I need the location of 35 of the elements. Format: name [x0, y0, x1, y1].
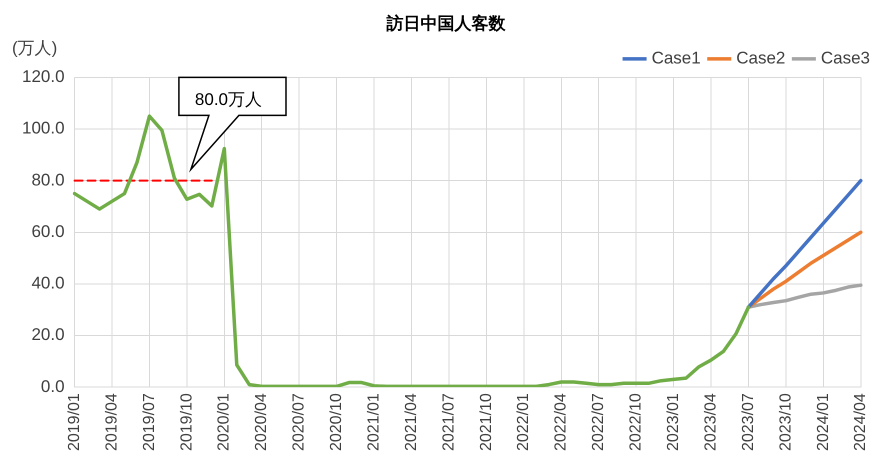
x-tick-label: 2024/04	[852, 393, 870, 452]
x-tick-label: 2019/07	[140, 393, 158, 452]
legend-label: Case3	[820, 48, 870, 68]
y-tick-label: 20.0	[31, 325, 65, 344]
x-tick-label: 2020/07	[290, 393, 308, 452]
x-tick-label: 2022/01	[515, 393, 532, 452]
x-tick-label: 2023/10	[777, 393, 794, 452]
x-tick-label: 2020/04	[253, 393, 270, 452]
x-tick-label: 2022/04	[552, 393, 570, 452]
x-tick-label: 2020/10	[328, 393, 346, 452]
x-tick-label: 2021/01	[365, 393, 382, 452]
x-tick-label: 2019/01	[66, 393, 83, 452]
x-tick-label: 2022/07	[590, 393, 608, 452]
y-tick-label: 40.0	[31, 274, 65, 293]
y-tick-label: 100.0	[22, 118, 65, 138]
y-tick-label: 0.0	[40, 376, 65, 396]
x-tick-label: 2022/10	[628, 393, 645, 452]
x-tick-label: 2021/07	[440, 393, 458, 452]
x-tick-label: 2019/04	[103, 393, 120, 452]
chart-title: 訪日中国人客数	[386, 14, 506, 33]
x-tick-label: 2023/01	[665, 393, 682, 452]
x-tick-label: 2023/07	[740, 393, 757, 452]
x-tick-label: 2023/04	[702, 393, 720, 452]
annotation: 80.0万人	[194, 90, 262, 110]
x-tick-label: 2019/10	[178, 393, 196, 452]
y-axis-title: (万人)	[12, 38, 58, 58]
y-tick-label: 80.0	[31, 170, 65, 190]
legend-label: Case2	[736, 48, 786, 68]
x-tick-label: 2021/04	[402, 393, 420, 452]
x-tick-label: 2021/10	[478, 393, 495, 452]
legend-label: Case1	[652, 48, 701, 68]
x-tick-label: 2024/01	[814, 393, 832, 452]
y-tick-label: 60.0	[31, 222, 65, 241]
x-tick-label: 2020/01	[216, 393, 233, 452]
y-tick-label: 120.0	[22, 67, 65, 86]
